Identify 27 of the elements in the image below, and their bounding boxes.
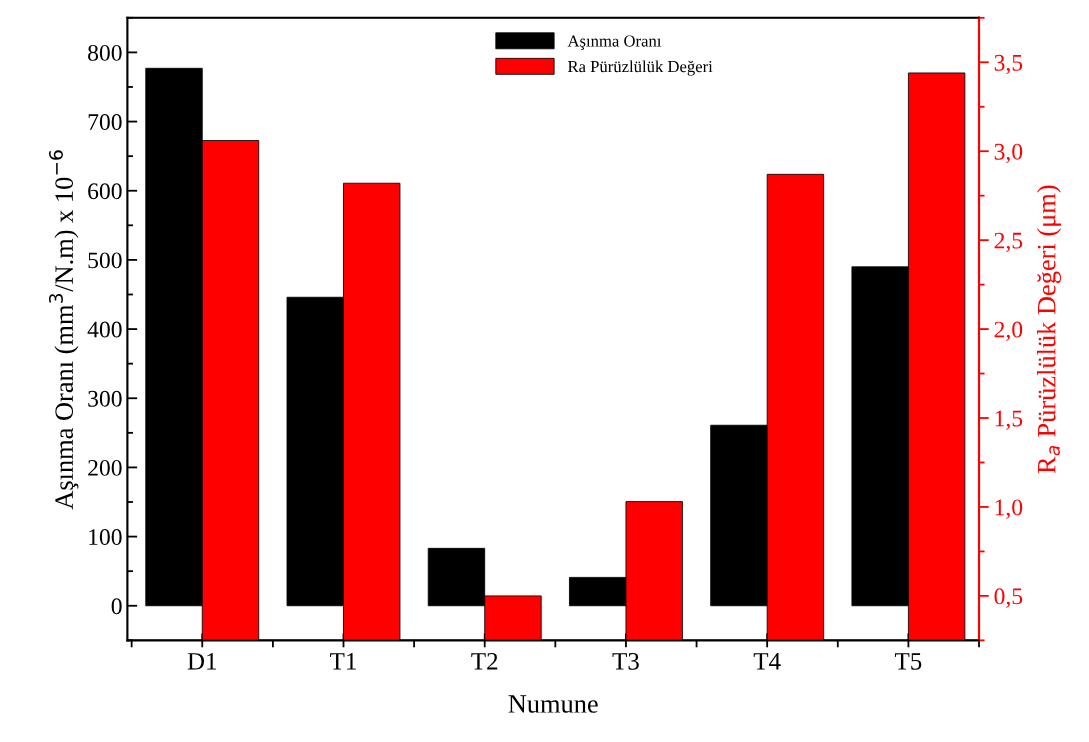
legend-label: Ra Pürüzlülük Değeri — [567, 60, 713, 76]
x-tick-label: D1 — [187, 653, 217, 670]
y2-axis-title: R$_{a}$ Pürüzlülük Değeri (μm) — [1037, 185, 1061, 474]
y-tick-label: 0 — [111, 598, 122, 615]
y-tick-label: 200 — [88, 459, 122, 476]
y2-tick-label: 0,5 — [994, 588, 1023, 608]
y-tick-label: 600 — [88, 183, 122, 200]
y2-tick-label: 2,5 — [994, 232, 1023, 252]
y-tick-label: 300 — [88, 390, 122, 407]
y2-tick-label: 1,0 — [995, 499, 1023, 519]
y-tick-label: 500 — [88, 252, 122, 269]
legend-label: Aşınma Oranı — [567, 35, 662, 51]
y-axis-title: Aşınma Oranı (mm$^{3}$/N.m) x 10$^{−6}$ — [48, 150, 79, 510]
y-tick-label: 400 — [87, 321, 122, 338]
x-tick-label: T1 — [330, 653, 356, 670]
y-tick-label: 100 — [89, 529, 122, 546]
x-tick-label: T4 — [753, 653, 781, 670]
x-tick-label: T3 — [612, 652, 639, 670]
x-tick-label: T5 — [894, 653, 922, 670]
y2-tick-label: 3,0 — [994, 143, 1023, 164]
y-tick-label: 700 — [88, 114, 122, 130]
y-tick-label: 800 — [88, 44, 122, 61]
x-axis-title: Numune — [508, 695, 598, 713]
x-tick-label: T2 — [471, 652, 498, 670]
y2-tick-label: 1,5 — [995, 410, 1023, 430]
y2-tick-label: 2,0 — [994, 321, 1023, 341]
y2-tick-label: 3,5 — [994, 54, 1023, 75]
